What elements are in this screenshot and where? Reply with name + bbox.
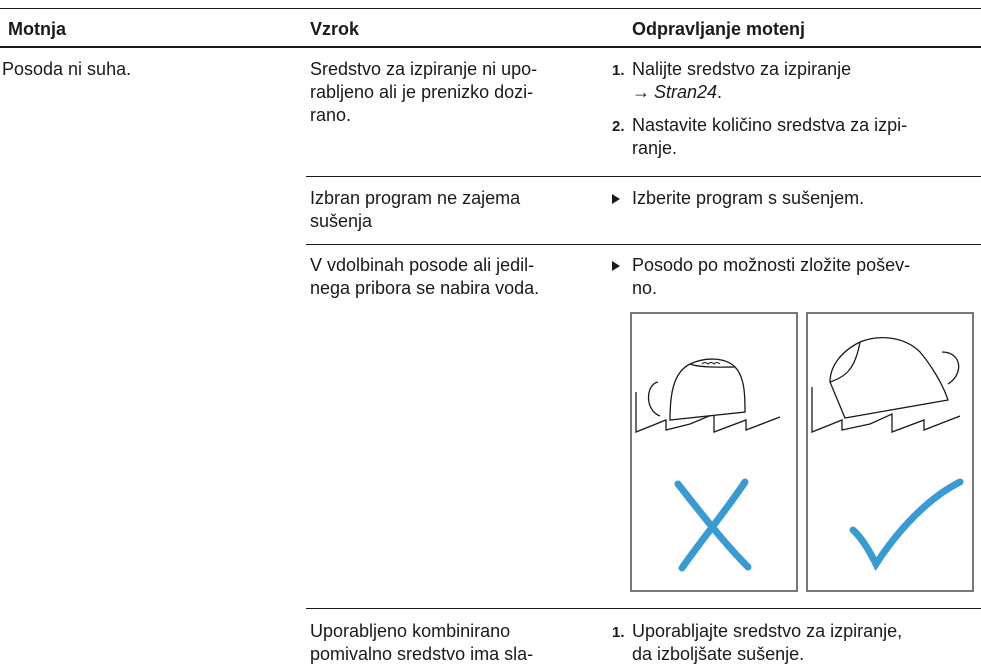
cause-line: nega pribora se nabira voda. (310, 278, 540, 298)
action-line: no. (632, 278, 658, 298)
step-line: Nalijte sredstvo za izpiranje (632, 59, 852, 79)
top-rule (0, 8, 981, 9)
cause-line: V vdolbinah posode ali jedil- (310, 255, 535, 275)
step-line: Nastavite količino sredstva za izpi- (632, 115, 908, 135)
bullet (612, 194, 620, 204)
bullet (612, 261, 620, 271)
cause-line: rabljeno ali je prenizko dozi- (310, 82, 534, 102)
illustration (630, 312, 974, 592)
step-line: Uporabljajte sredstvo za izpiranje, (632, 621, 903, 641)
ref-arrow: → (632, 82, 650, 102)
header-rule (0, 46, 981, 48)
column-header: Vzrok (310, 19, 360, 39)
row-rule (306, 176, 981, 177)
cause-line: sušenja (310, 211, 373, 231)
cause-line: Uporabljeno kombinirano (310, 621, 511, 641)
cause-line: rano. (310, 105, 352, 125)
column-header: Motnja (8, 19, 66, 39)
ref-link: Stran24 (654, 82, 718, 102)
action-line: Posodo po možnosti zložite pošev- (632, 255, 911, 275)
step-line: ranje. (632, 138, 678, 158)
problem: Posoda ni suha. (2, 59, 132, 79)
row-rule (306, 244, 981, 245)
cause-line: Sredstvo za izpiranje ni upo- (310, 59, 538, 79)
cross-reference: → Stran24. (632, 81, 722, 104)
step-number: 1. (612, 62, 625, 79)
cause-line: pomivalno sredstvo ima sla- (310, 644, 534, 664)
cause-line: Izbran program ne zajema (310, 188, 521, 208)
step-line: da izboljšate sušenje. (632, 644, 805, 664)
ref-end: . (717, 82, 723, 102)
step-number: 1. (612, 624, 625, 641)
column-header: Odpravljanje motenj (632, 19, 806, 39)
step-number: 2. (612, 118, 625, 135)
row-rule (306, 608, 981, 609)
action-line: Izberite program s sušenjem. (632, 188, 865, 208)
